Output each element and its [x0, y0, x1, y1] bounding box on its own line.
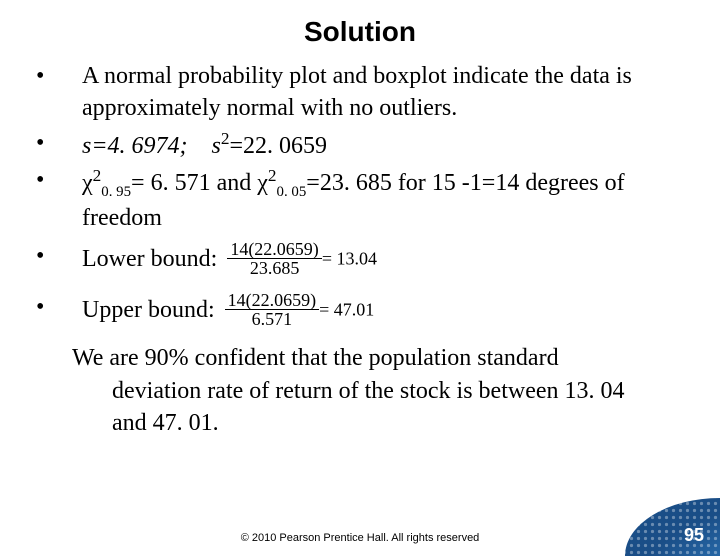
slide-title: Solution [0, 16, 720, 48]
text-part: s=4. 6974; s2=22. 0659 [82, 133, 327, 159]
bullet-text: χ20. 95= 6. 571 and χ20. 05=23. 685 for … [82, 164, 688, 234]
bullet-item-1: • A normal probability plot and boxplot … [32, 60, 688, 125]
bullet-text: A normal probability plot and boxplot in… [82, 60, 688, 125]
chi-symbol: χ [82, 170, 93, 196]
bullet-item-3: • χ20. 95= 6. 571 and χ20. 05=23. 685 fo… [32, 164, 688, 234]
bullet-marker: • [32, 127, 82, 162]
bullet-text: Upper bound: 14(22.0659) 6.571 = 47.01 [82, 291, 688, 328]
fraction-numerator: 14(22.0659) [225, 291, 320, 310]
bullet-list: • A normal probability plot and boxplot … [32, 60, 688, 328]
chi-sub: 0. 05 [277, 184, 307, 200]
bullet-item-2: • s=4. 6974; s2=22. 0659 [32, 127, 688, 162]
text-part: = 6. 571 and χ [131, 170, 268, 196]
upper-bound-label: Upper bound: [82, 294, 215, 326]
conclusion-text: We are 90% confident that the population… [72, 342, 648, 439]
bullet-marker: • [32, 164, 82, 234]
bullet-marker: • [32, 291, 82, 328]
page-number: 95 [684, 525, 704, 546]
chi-sub: 0. 95 [101, 184, 131, 200]
bullet-text: Lower bound: 14(22.0659) 23.685 = 13.04 [82, 240, 688, 277]
lower-bound-formula: 14(22.0659) 23.685 = 13.04 [227, 240, 377, 277]
fraction-denominator: 6.571 [225, 310, 320, 328]
formula-result: = 47.01 [319, 300, 374, 320]
formula-result: = 13.04 [322, 249, 377, 269]
bullet-text: s=4. 6974; s2=22. 0659 [82, 127, 688, 162]
fraction-numerator: 14(22.0659) [227, 240, 322, 259]
bullet-item-upper: • Upper bound: 14(22.0659) 6.571 = 47.01 [32, 291, 688, 328]
fraction-denominator: 23.685 [227, 259, 322, 277]
slide-content: • A normal probability plot and boxplot … [0, 60, 720, 440]
upper-bound-formula: 14(22.0659) 6.571 = 47.01 [225, 291, 375, 328]
bullet-item-lower: • Lower bound: 14(22.0659) 23.685 = 13.0… [32, 240, 688, 277]
lower-bound-label: Lower bound: [82, 243, 217, 275]
bullet-marker: • [32, 240, 82, 277]
bullet-marker: • [32, 60, 82, 125]
